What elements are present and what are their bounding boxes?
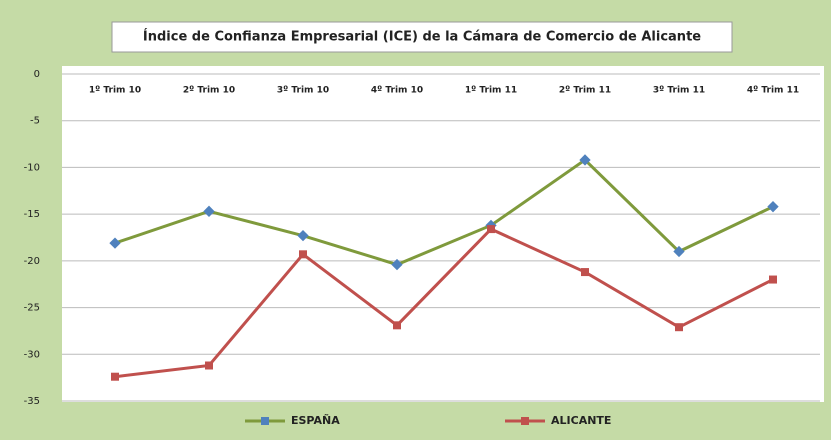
marker	[581, 268, 589, 277]
x-tick-label: 3º Trim 11	[653, 86, 705, 96]
series-line	[114, 227, 774, 379]
chart-title: Índice de Confianza Empresarial (ICE) de…	[143, 29, 701, 45]
marker	[391, 258, 403, 271]
marker	[297, 229, 309, 242]
y-tick-label: 0	[34, 69, 40, 80]
x-tick-label: 3º Trim 10	[277, 86, 329, 96]
y-tick-label: -15	[24, 209, 40, 220]
x-tick-label: 1º Trim 11	[465, 86, 517, 96]
y-tick-label: -35	[24, 396, 40, 407]
y-tick-label: -5	[30, 116, 40, 127]
legend-label: ALICANTE	[551, 414, 611, 427]
x-tick-label: 1º Trim 10	[89, 86, 141, 96]
marker	[299, 250, 307, 259]
x-tick-label: 2º Trim 10	[183, 86, 235, 96]
legend-label: ESPAÑA	[291, 414, 340, 427]
legend-marker	[521, 417, 529, 425]
x-tick-label: 4º Trim 11	[747, 86, 799, 96]
marker	[675, 323, 683, 332]
plot-area	[62, 66, 824, 402]
marker	[769, 275, 777, 284]
x-tick-label: 4º Trim 10	[371, 86, 423, 96]
y-tick-label: -30	[24, 349, 40, 360]
marker	[579, 154, 591, 166]
marker	[111, 372, 119, 381]
legend-marker	[261, 417, 269, 425]
y-tick-label: -25	[24, 303, 40, 314]
y-tick-label: -10	[24, 162, 40, 173]
title-box	[111, 21, 733, 53]
marker	[203, 205, 215, 217]
marker	[673, 245, 685, 258]
marker	[205, 361, 213, 370]
y-tick-label: -20	[24, 256, 40, 267]
x-tick-label: 2º Trim 11	[559, 86, 611, 96]
marker	[487, 225, 495, 234]
marker	[393, 321, 401, 330]
series-line	[114, 158, 774, 267]
